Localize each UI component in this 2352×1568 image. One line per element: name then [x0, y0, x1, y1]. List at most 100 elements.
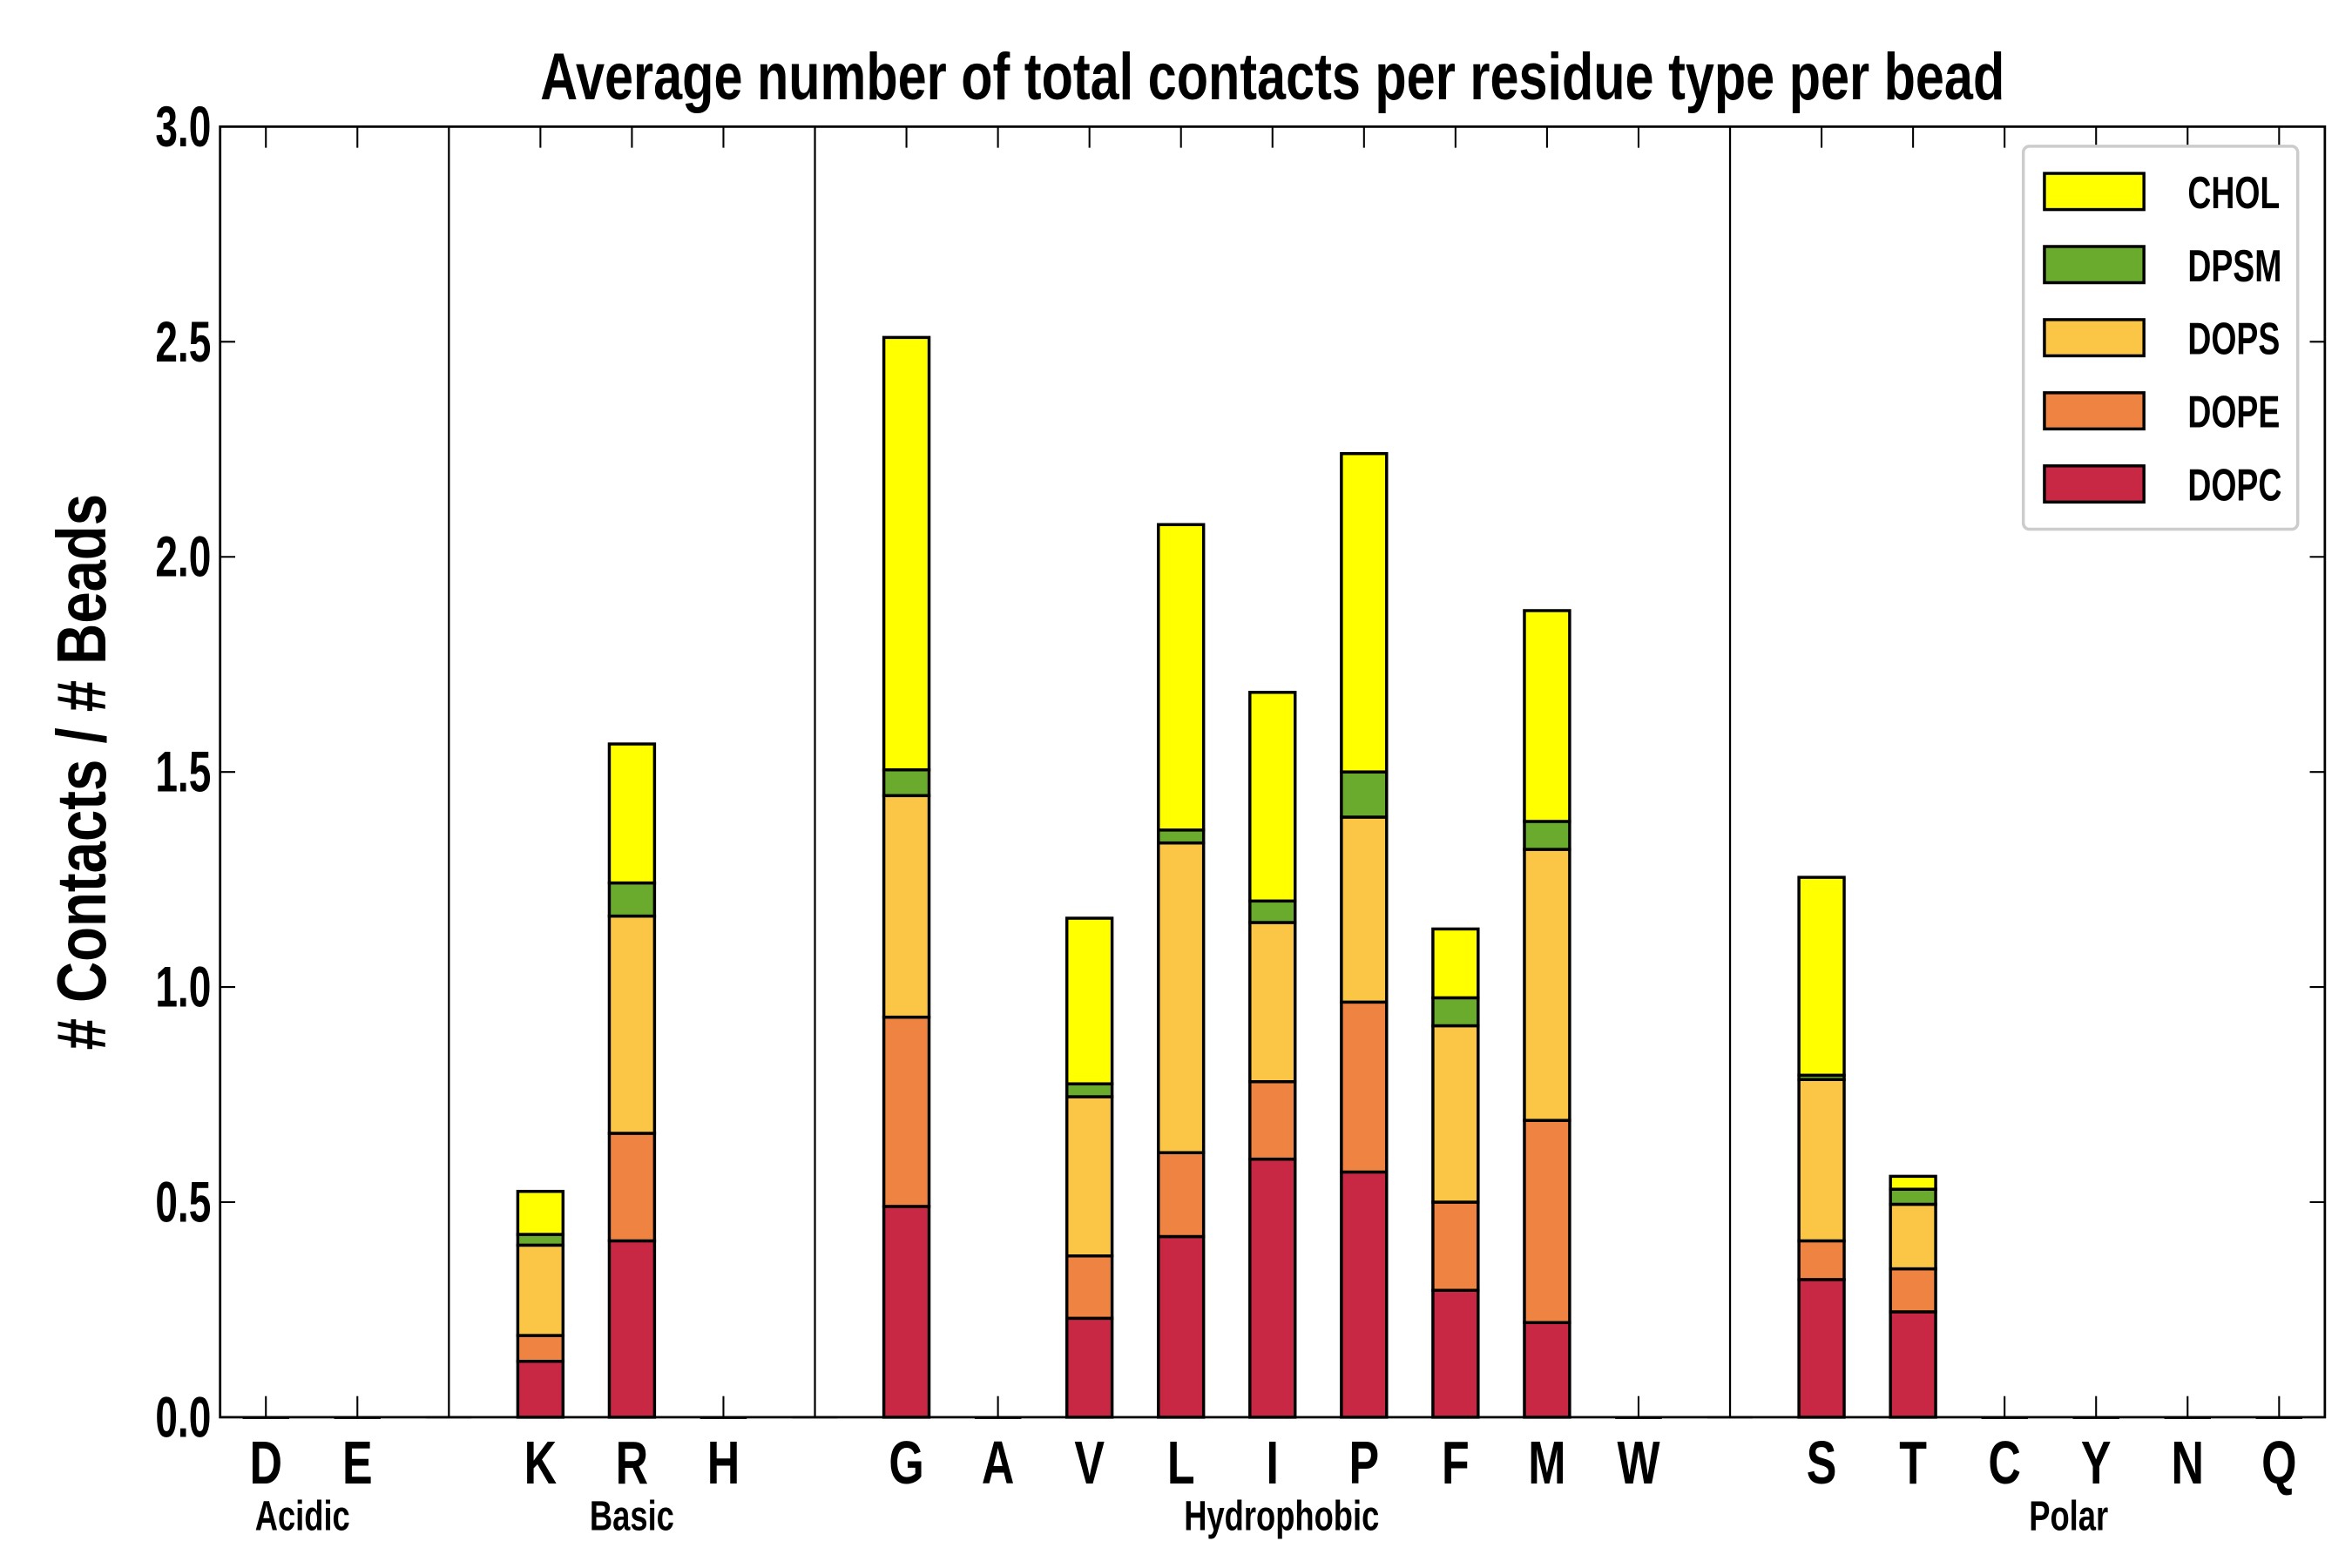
x-tick-label: Y: [2081, 1429, 2112, 1497]
y-tick-label: 0.5: [155, 1172, 211, 1235]
bar-dops-v: [1064, 1095, 1114, 1258]
bar-dpsm-t: [1889, 1187, 1937, 1206]
bar-dops-g: [882, 794, 931, 1019]
bar-dpsm-i: [1248, 899, 1297, 924]
bar-chol-s: [1797, 875, 1846, 1078]
legend-label-chol: CHOL: [2187, 167, 2280, 219]
group-label: Basic: [590, 1493, 674, 1540]
y-tick-label: 0.0: [155, 1386, 211, 1450]
bar-chol-k: [516, 1189, 565, 1236]
plot-area: 0.0 0.5 1.0 1.5 2.0 2.5 3.0 D E K R H G A V L I P F M W S T C Y N…: [155, 96, 2327, 1540]
bar-chol-l: [1157, 523, 1206, 832]
bar-dopc-v: [1064, 1316, 1114, 1419]
x-tick-label: T: [1899, 1429, 1927, 1497]
bar-dops-l: [1157, 841, 1206, 1154]
x-tick-label: W: [1617, 1429, 1659, 1497]
group-label: Polar: [2029, 1493, 2108, 1540]
bar-dops-m: [1523, 848, 1571, 1122]
bar-dops-f: [1431, 1024, 1480, 1204]
plot-frame: [219, 125, 2327, 1419]
bar-dope-s: [1797, 1239, 1846, 1281]
bar-dops-s: [1797, 1078, 1846, 1243]
bar-dope-v: [1064, 1254, 1114, 1321]
bar-chol-g: [882, 335, 931, 772]
bar-dope-r: [607, 1132, 657, 1243]
bar-chol-v: [1064, 916, 1114, 1085]
bar-dope-l: [1157, 1151, 1206, 1239]
x-tick-label: A: [982, 1429, 1015, 1497]
x-tick-label: M: [1528, 1429, 1565, 1497]
bar-dops-i: [1248, 921, 1297, 1084]
bar-dopc-m: [1523, 1321, 1571, 1419]
legend-swatch-dpsm: [2043, 245, 2146, 285]
bar-dpsm-p: [1340, 770, 1389, 819]
legend-swatch-dope: [2043, 391, 2146, 431]
bar-dopc-g: [882, 1205, 931, 1419]
x-tick-label: D: [249, 1429, 282, 1497]
x-tick-label: H: [707, 1429, 740, 1497]
bar-dpsm-r: [607, 881, 657, 918]
x-tick-label: F: [1442, 1429, 1470, 1497]
legend-label-dpsm: DPSM: [2187, 240, 2281, 292]
bar-dpsm-f: [1431, 996, 1480, 1028]
legend-swatch-dopc: [2043, 464, 2146, 504]
bar-dopc-p: [1340, 1170, 1389, 1419]
bar-dpsm-v: [1064, 1082, 1114, 1098]
bar-dpsm-k: [516, 1233, 565, 1247]
bar-dope-f: [1431, 1200, 1480, 1292]
y-tick-label: 1.0: [155, 956, 211, 1020]
bar-dops-r: [607, 914, 657, 1135]
bar-dope-p: [1340, 1000, 1389, 1174]
bar-dopc-r: [607, 1239, 657, 1419]
bar-dope-g: [882, 1015, 931, 1208]
x-tick-label: I: [1267, 1429, 1279, 1497]
bar-dops-t: [1889, 1202, 1937, 1271]
bar-dope-k: [516, 1334, 565, 1363]
x-tick-label: S: [1807, 1429, 1837, 1497]
x-tick-label: L: [1167, 1429, 1195, 1497]
x-tick-label: N: [2172, 1429, 2205, 1497]
x-tick-label: E: [342, 1429, 373, 1497]
y-tick-label: 1.5: [155, 741, 211, 805]
bar-dpsm-l: [1157, 828, 1206, 845]
bar-dpsm-m: [1523, 820, 1571, 851]
x-tick-label: V: [1074, 1429, 1105, 1497]
bar-dops-p: [1340, 815, 1389, 1004]
chart-title: Average number of total contacts per res…: [540, 40, 2004, 114]
bar-dopc-l: [1157, 1234, 1206, 1419]
x-tick-label: R: [616, 1429, 649, 1497]
y-tick-label: 3.0: [155, 96, 211, 159]
y-tick-label: 2.5: [155, 311, 211, 375]
legend-box: [2021, 145, 2300, 531]
legend-label-dops: DOPS: [2187, 314, 2280, 365]
bar-dopc-f: [1431, 1288, 1480, 1419]
bar-chol-r: [607, 742, 657, 885]
bar-dops-k: [516, 1243, 565, 1337]
bar-chol-i: [1248, 691, 1297, 903]
bar-chol-t: [1889, 1174, 1937, 1191]
legend: CHOL DPSM DOPS DOPE DOPC: [2021, 145, 2300, 531]
bar-dpsm-g: [882, 767, 931, 798]
bar-dope-t: [1889, 1267, 1937, 1314]
y-axis-label: # Contacts / # Beads: [44, 494, 121, 1051]
bar-dope-m: [1523, 1119, 1571, 1325]
legend-swatch-chol: [2043, 172, 2146, 212]
bar-dopc-i: [1248, 1157, 1297, 1419]
bar-dopc-k: [516, 1359, 565, 1419]
y-tick-label: 2.0: [155, 526, 211, 590]
bar-dopc-t: [1889, 1310, 1937, 1419]
bar-chol-f: [1431, 927, 1480, 1000]
bar-chol-p: [1340, 451, 1389, 774]
x-tick-label: G: [889, 1429, 923, 1497]
x-tick-label: C: [1988, 1429, 2021, 1497]
x-tick-label: Q: [2261, 1429, 2296, 1497]
legend-label-dope: DOPE: [2187, 387, 2280, 438]
bar-chol-m: [1523, 609, 1571, 823]
legend-label-dopc: DOPC: [2187, 460, 2281, 511]
x-tick-label: P: [1349, 1429, 1380, 1497]
bar-dopc-s: [1797, 1278, 1846, 1419]
bar-dope-i: [1248, 1079, 1297, 1161]
group-label: Acidic: [255, 1493, 350, 1540]
x-tick-label: K: [524, 1429, 558, 1497]
